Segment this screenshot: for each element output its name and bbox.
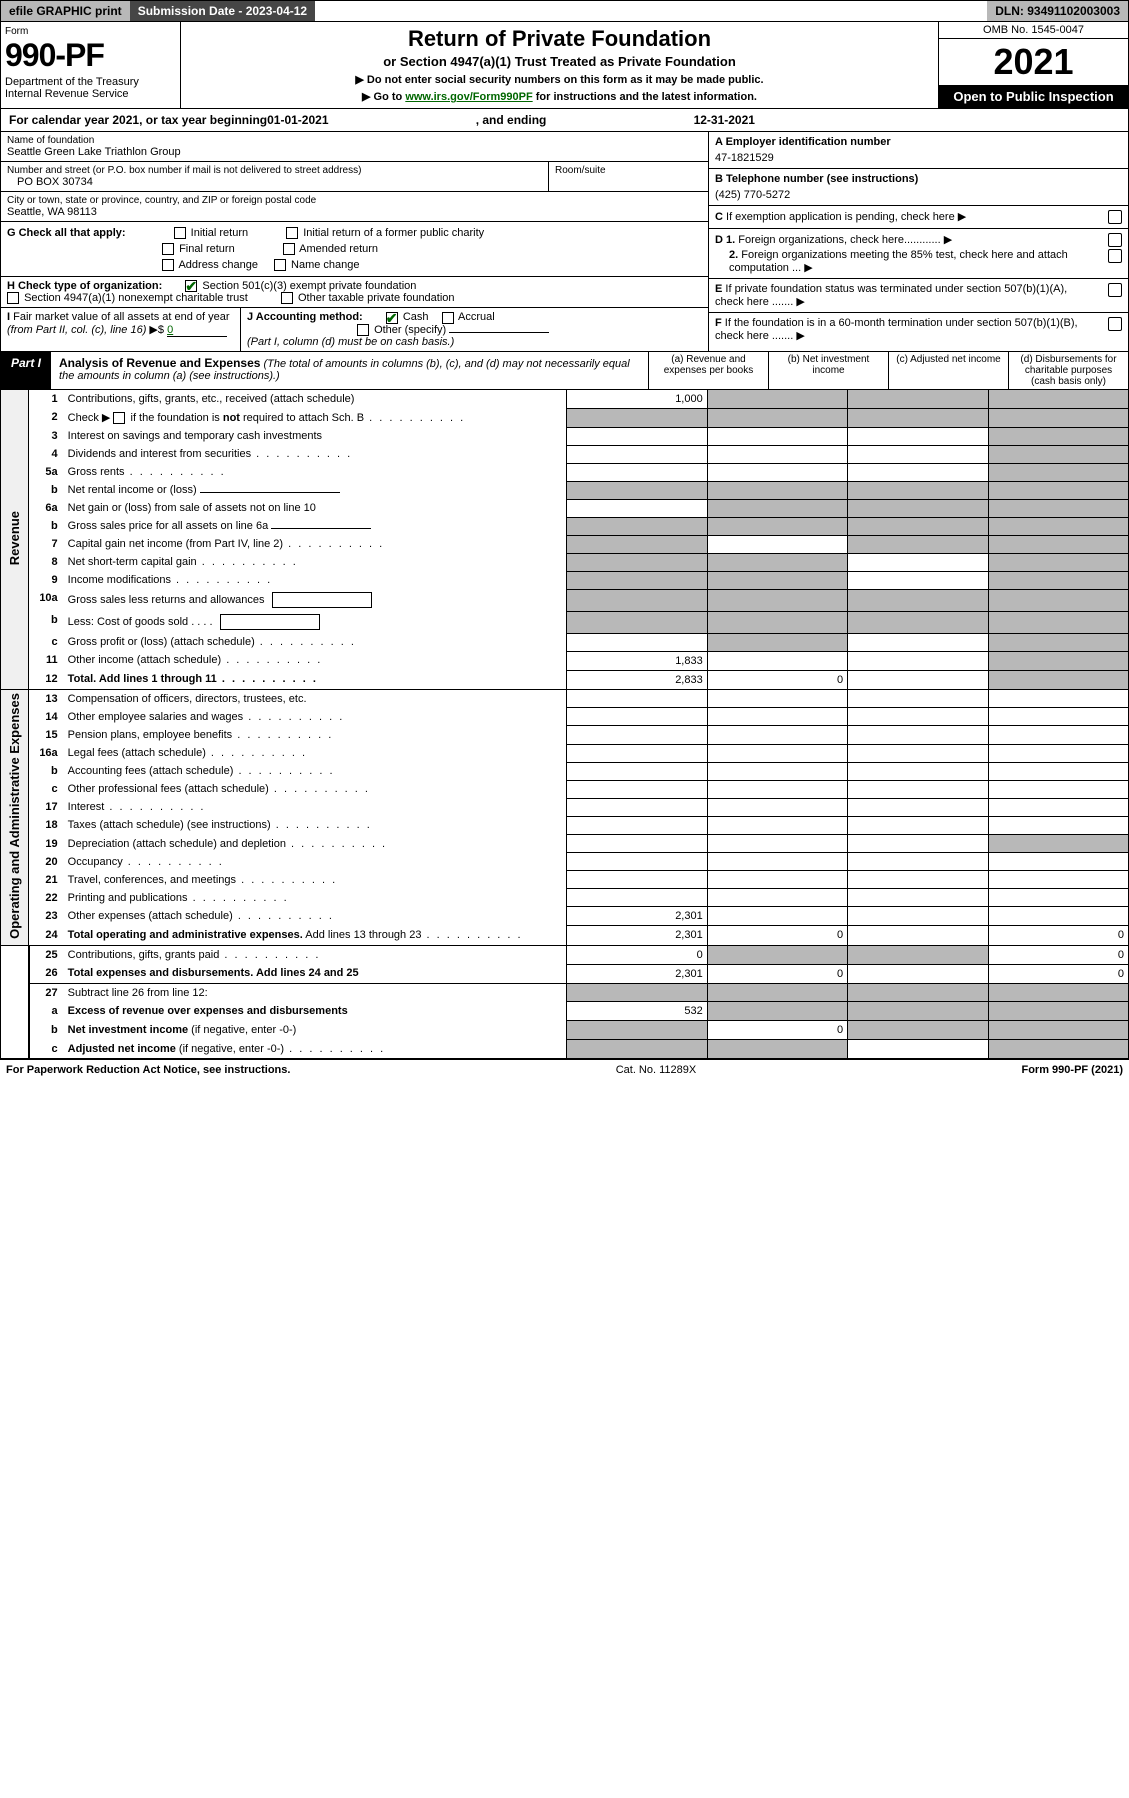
form-title: Return of Private Foundation: [189, 26, 930, 52]
part1-tag: Part I: [1, 352, 51, 389]
h-section: H Check type of organization: Section 50…: [1, 277, 708, 308]
form-subtitle: or Section 4947(a)(1) Trust Treated as P…: [189, 54, 930, 69]
cb-sch-b[interactable]: [113, 412, 125, 424]
cb-initial[interactable]: [174, 227, 186, 239]
cb-d2[interactable]: [1108, 249, 1122, 263]
col-b: (b) Net investment income: [768, 352, 888, 389]
expenses-label: Operating and Administrative Expenses: [7, 693, 22, 939]
cb-accrual[interactable]: [442, 312, 454, 324]
telephone: (425) 770-5272: [715, 189, 1122, 201]
j-note: (Part I, column (d) must be on cash basi…: [247, 336, 454, 348]
form-number: 990-PF: [5, 37, 176, 74]
form-label: Form: [5, 26, 176, 37]
open-public: Open to Public Inspection: [939, 85, 1128, 108]
addr-label: Number and street (or P.O. box number if…: [7, 165, 542, 176]
top-bar: efile GRAPHIC print Submission Date - 20…: [0, 0, 1129, 22]
cb-c[interactable]: [1108, 210, 1122, 224]
revenue-label: Revenue: [7, 511, 22, 565]
address: PO BOX 30734: [7, 176, 542, 188]
submission-date: Submission Date - 2023-04-12: [130, 1, 315, 21]
dln: DLN: 93491102003003: [987, 1, 1128, 21]
footer-center: Cat. No. 11289X: [616, 1064, 697, 1076]
cb-other-tax[interactable]: [281, 292, 293, 304]
ein-label: A Employer identification number: [715, 136, 1122, 148]
cb-d1[interactable]: [1108, 233, 1122, 247]
cb-final[interactable]: [162, 243, 174, 255]
i-label: I: [7, 311, 10, 323]
cb-f[interactable]: [1108, 317, 1122, 331]
efile-label: efile GRAPHIC print: [1, 1, 130, 21]
g-section: G Check all that apply: Initial return I…: [1, 222, 708, 277]
cb-amended[interactable]: [283, 243, 295, 255]
info-section: Name of foundation Seattle Green Lake Tr…: [0, 132, 1129, 352]
col-a: (a) Revenue and expenses per books: [648, 352, 768, 389]
tax-year: 2021: [939, 39, 1128, 85]
fmv-value[interactable]: 0: [167, 324, 227, 337]
footer-left: For Paperwork Reduction Act Notice, see …: [6, 1064, 290, 1076]
part1-header: Part I Analysis of Revenue and Expenses …: [0, 352, 1129, 390]
room-label: Room/suite: [548, 162, 708, 191]
cb-e[interactable]: [1108, 283, 1122, 297]
form-header: Form 990-PF Department of the Treasury I…: [0, 22, 1129, 109]
omb-number: OMB No. 1545-0047: [939, 22, 1128, 39]
ein: 47-1821529: [715, 152, 1122, 164]
cb-cash[interactable]: [386, 312, 398, 324]
cb-name-change[interactable]: [274, 259, 286, 271]
cb-other-method[interactable]: [357, 324, 369, 336]
cb-4947[interactable]: [7, 292, 19, 304]
dept-label: Department of the Treasury Internal Reve…: [5, 76, 176, 100]
irs-link[interactable]: www.irs.gov/Form990PF: [405, 91, 532, 103]
cb-501c3[interactable]: [185, 280, 197, 292]
footer-right: Form 990-PF (2021): [1021, 1064, 1123, 1076]
col-d: (d) Disbursements for charitable purpose…: [1008, 352, 1128, 389]
foundation-name: Seattle Green Lake Triathlon Group: [7, 146, 702, 158]
city: Seattle, WA 98113: [7, 206, 702, 218]
instr-1: ▶ Do not enter social security numbers o…: [189, 73, 930, 86]
name-label: Name of foundation: [7, 135, 702, 146]
instr-2: ▶ Go to www.irs.gov/Form990PF for instru…: [189, 90, 930, 103]
city-label: City or town, state or province, country…: [7, 195, 702, 206]
calendar-year: For calendar year 2021, or tax year begi…: [0, 109, 1129, 132]
col-c: (c) Adjusted net income: [888, 352, 1008, 389]
footer: For Paperwork Reduction Act Notice, see …: [0, 1059, 1129, 1080]
part1-table: Revenue 1Contributions, gifts, grants, e…: [0, 390, 1129, 1059]
cb-initial-former[interactable]: [286, 227, 298, 239]
cb-addr-change[interactable]: [162, 259, 174, 271]
tel-label: B Telephone number (see instructions): [715, 173, 1122, 185]
